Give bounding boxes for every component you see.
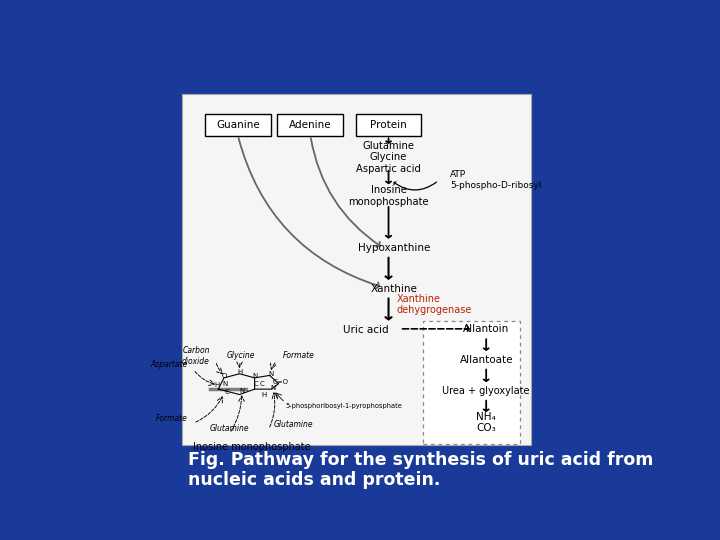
- Text: Guanine: Guanine: [216, 120, 260, 130]
- Text: Inosine
monophosphate: Inosine monophosphate: [348, 185, 429, 207]
- Text: ATP
5-phospho-D-ribosyl: ATP 5-phospho-D-ribosyl: [450, 170, 541, 190]
- FancyBboxPatch shape: [205, 114, 271, 136]
- Text: C: C: [225, 389, 229, 395]
- Text: C: C: [259, 381, 264, 387]
- Text: Glycine: Glycine: [226, 352, 255, 360]
- FancyBboxPatch shape: [356, 114, 421, 136]
- Text: N: N: [222, 381, 228, 387]
- Text: N: N: [239, 388, 244, 394]
- Text: 5-phosphoribosyl-1-pyrophosphate: 5-phosphoribosyl-1-pyrophosphate: [285, 403, 402, 409]
- Text: Hypoxanthine: Hypoxanthine: [358, 243, 431, 253]
- Text: Urea + glyoxylate: Urea + glyoxylate: [442, 386, 530, 396]
- Text: Protein: Protein: [370, 120, 407, 130]
- Text: Allantoate: Allantoate: [459, 355, 513, 365]
- Text: O: O: [221, 373, 227, 379]
- Text: N: N: [252, 373, 257, 379]
- Text: Xanthine: Xanthine: [371, 284, 418, 294]
- Text: C: C: [254, 381, 258, 387]
- Text: H: H: [215, 382, 220, 388]
- Text: Glutamine
Glycine
Aspartic acid: Glutamine Glycine Aspartic acid: [356, 140, 421, 174]
- Text: Fig. Pathway for the synthesis of uric acid from
nucleic acids and protein.: Fig. Pathway for the synthesis of uric a…: [188, 451, 653, 489]
- Text: NH₄
CO₃: NH₄ CO₃: [477, 411, 496, 433]
- Text: H: H: [237, 369, 242, 375]
- Text: Formate: Formate: [156, 414, 188, 423]
- Text: N: N: [269, 371, 274, 377]
- Text: Glutamine: Glutamine: [274, 420, 314, 429]
- Text: Glutamine: Glutamine: [210, 424, 249, 433]
- FancyBboxPatch shape: [423, 321, 521, 444]
- Text: H: H: [261, 393, 266, 399]
- Text: Uric acid: Uric acid: [343, 325, 389, 335]
- Text: Aspartate: Aspartate: [150, 360, 188, 369]
- Text: C=O: C=O: [272, 379, 288, 385]
- Text: N: N: [271, 385, 276, 391]
- Text: Allantoin: Allantoin: [463, 324, 509, 334]
- Text: Adenine: Adenine: [289, 120, 332, 130]
- FancyBboxPatch shape: [277, 114, 343, 136]
- Text: Inosine monophosphate: Inosine monophosphate: [193, 442, 310, 453]
- FancyBboxPatch shape: [182, 94, 531, 446]
- Text: Formate: Formate: [282, 352, 315, 360]
- Text: Carbon
dioxide: Carbon dioxide: [182, 346, 210, 366]
- Text: Xanthine
dehygrogenase: Xanthine dehygrogenase: [397, 294, 472, 315]
